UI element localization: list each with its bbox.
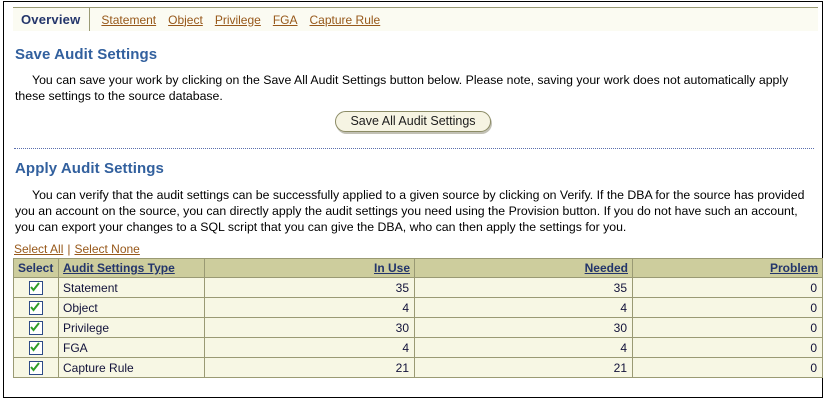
table-row: Capture Rule 21 21 0 bbox=[13, 357, 823, 378]
column-header-select-label: Select bbox=[18, 261, 54, 275]
row-type-cell: Statement bbox=[58, 277, 205, 298]
row-in-use-cell: 30 bbox=[204, 317, 415, 338]
tab-bar-top-rule bbox=[13, 7, 818, 8]
save-button-container: Save All Audit Settings bbox=[4, 111, 822, 132]
audit-settings-table: Select Audit Settings Type In Use Needed… bbox=[13, 258, 823, 378]
select-none-link[interactable]: Select None bbox=[74, 242, 140, 256]
tab-fga[interactable]: FGA bbox=[272, 12, 298, 27]
row-checkbox[interactable] bbox=[29, 360, 43, 375]
table-row: Privilege 30 30 0 bbox=[13, 317, 823, 338]
row-checkbox-cell[interactable] bbox=[13, 337, 59, 358]
apply-section-paragraph: You can verify that the audit settings c… bbox=[15, 188, 805, 234]
row-checkbox-cell[interactable] bbox=[13, 277, 59, 298]
row-problem-cell: 0 bbox=[632, 317, 823, 338]
column-header-type-label[interactable]: Audit Settings Type bbox=[63, 261, 175, 275]
tab-statement[interactable]: Statement bbox=[101, 12, 157, 27]
tab-list: Overview Statement Object Privilege FGA … bbox=[13, 8, 818, 31]
column-header-needed[interactable]: Needed bbox=[414, 258, 633, 278]
tab-overview-label: Overview bbox=[21, 12, 81, 27]
column-header-in-use-label[interactable]: In Use bbox=[373, 261, 410, 275]
table-row: Object 4 4 0 bbox=[13, 297, 823, 318]
page-frame: Overview Statement Object Privilege FGA … bbox=[3, 1, 823, 398]
column-header-type[interactable]: Audit Settings Type bbox=[58, 258, 205, 278]
row-type-cell: Capture Rule bbox=[58, 357, 205, 378]
row-type-cell: FGA bbox=[58, 337, 205, 358]
tab-overview[interactable]: Overview bbox=[13, 8, 91, 31]
tab-capture-rule[interactable]: Capture Rule bbox=[309, 12, 381, 27]
section-divider bbox=[14, 148, 814, 149]
row-in-use-cell: 21 bbox=[204, 357, 415, 378]
row-in-use-cell: 4 bbox=[204, 297, 415, 318]
column-header-problem[interactable]: Problem bbox=[632, 258, 823, 278]
table-body: Statement 35 35 0 Object 4 4 0 bbox=[13, 277, 823, 378]
select-all-link[interactable]: Select All bbox=[14, 242, 64, 256]
column-header-select: Select bbox=[13, 258, 59, 278]
select-links: Select All | Select None bbox=[14, 242, 140, 256]
table-row: FGA 4 4 0 bbox=[13, 337, 823, 358]
tab-bar: Overview Statement Object Privilege FGA … bbox=[4, 2, 822, 32]
row-checkbox-cell[interactable] bbox=[13, 317, 59, 338]
row-problem-cell: 0 bbox=[632, 297, 823, 318]
row-needed-cell: 35 bbox=[414, 277, 633, 298]
table-row: Statement 35 35 0 bbox=[13, 277, 823, 298]
row-checkbox-cell[interactable] bbox=[13, 357, 59, 378]
tab-object[interactable]: Object bbox=[168, 12, 203, 27]
column-header-problem-label[interactable]: Problem bbox=[769, 261, 818, 275]
save-all-audit-settings-button[interactable]: Save All Audit Settings bbox=[335, 111, 491, 132]
row-checkbox[interactable] bbox=[29, 280, 43, 295]
column-header-needed-label[interactable]: Needed bbox=[584, 261, 628, 275]
tab-links-group: Statement Object Privilege FGA Capture R… bbox=[90, 8, 818, 31]
table-header-row: Select Audit Settings Type In Use Needed… bbox=[13, 258, 823, 278]
row-needed-cell: 4 bbox=[414, 337, 633, 358]
row-checkbox[interactable] bbox=[29, 340, 43, 355]
save-section-paragraph: You can save your work by clicking on th… bbox=[15, 73, 789, 103]
row-type-cell: Object bbox=[58, 297, 205, 318]
row-type-cell: Privilege bbox=[58, 317, 205, 338]
row-checkbox-cell[interactable] bbox=[13, 297, 59, 318]
select-links-separator: | bbox=[67, 242, 71, 256]
save-section-heading: Save Audit Settings bbox=[15, 46, 158, 63]
apply-section-heading: Apply Audit Settings bbox=[15, 160, 164, 177]
row-problem-cell: 0 bbox=[632, 357, 823, 378]
row-problem-cell: 0 bbox=[632, 337, 823, 358]
tab-privilege[interactable]: Privilege bbox=[214, 12, 261, 27]
row-needed-cell: 4 bbox=[414, 297, 633, 318]
row-checkbox[interactable] bbox=[29, 300, 43, 315]
row-needed-cell: 21 bbox=[414, 357, 633, 378]
row-problem-cell: 0 bbox=[632, 277, 823, 298]
row-checkbox[interactable] bbox=[29, 320, 43, 335]
column-header-in-use[interactable]: In Use bbox=[204, 258, 415, 278]
row-in-use-cell: 35 bbox=[204, 277, 415, 298]
row-needed-cell: 30 bbox=[414, 317, 633, 338]
row-in-use-cell: 4 bbox=[204, 337, 415, 358]
